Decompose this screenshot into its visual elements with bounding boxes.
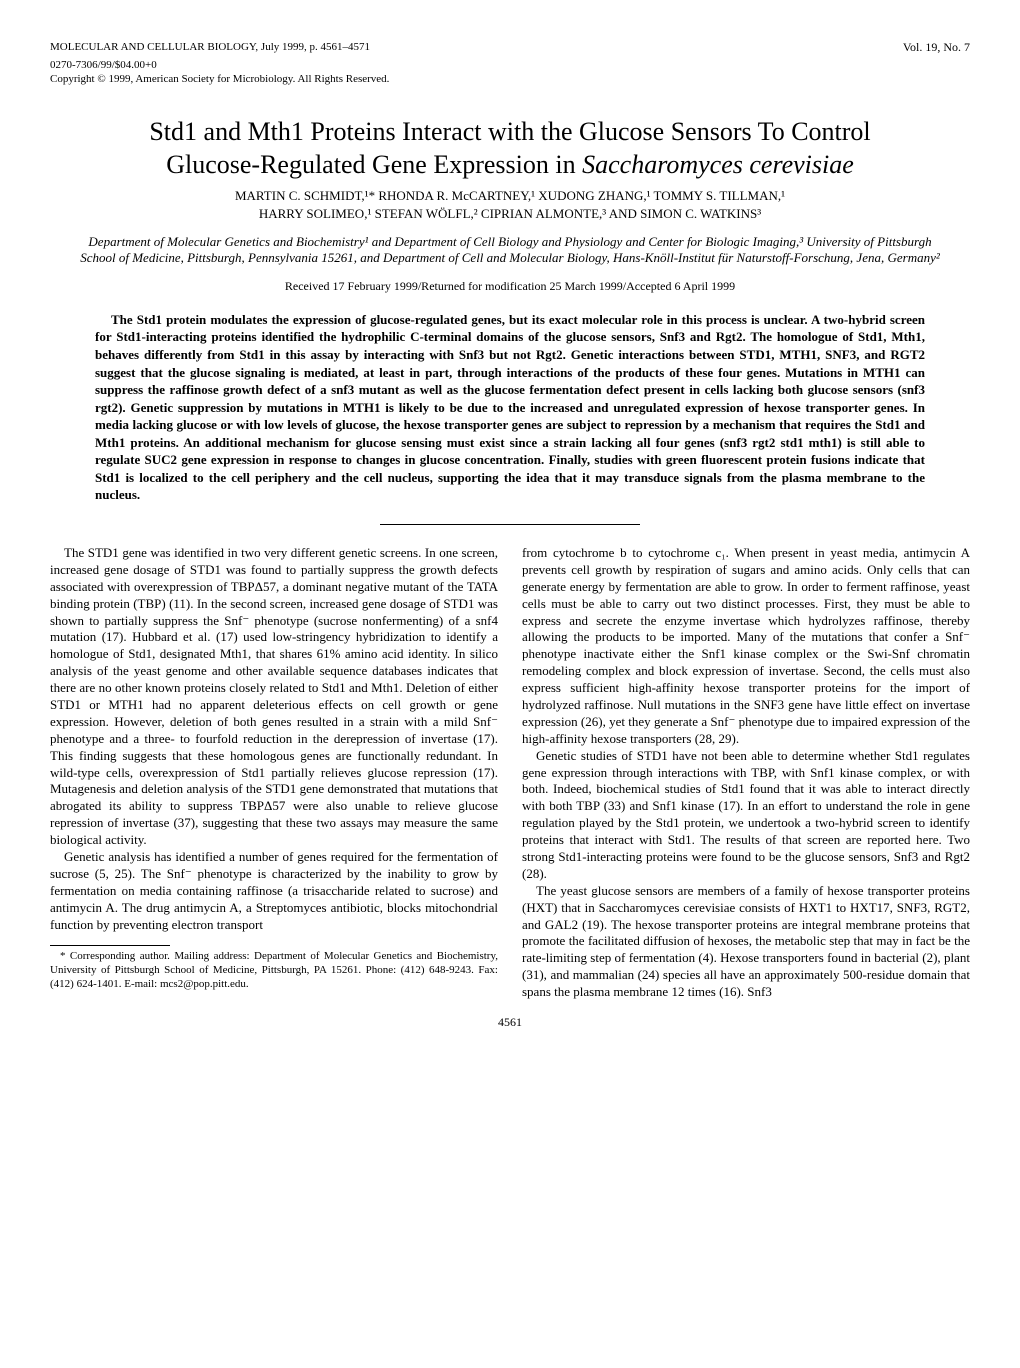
- author-list: MARTIN C. SCHMIDT,¹* RHONDA R. McCARTNEY…: [50, 187, 970, 223]
- footnote-divider: [50, 945, 170, 946]
- col1-para2: Genetic analysis has identified a number…: [50, 849, 498, 933]
- submission-dates: Received 17 February 1999/Returned for m…: [50, 279, 970, 295]
- col2-para1: from cytochrome b to cytochrome c₁. When…: [522, 545, 970, 748]
- article-title: Std1 and Mth1 Proteins Interact with the…: [50, 116, 970, 181]
- col2-para2: Genetic studies of STD1 have not been ab…: [522, 748, 970, 883]
- title-line1: Std1 and Mth1 Proteins Interact with the…: [149, 117, 870, 146]
- col1-para1: The STD1 gene was identified in two very…: [50, 545, 498, 849]
- copyright: Copyright © 1999, American Society for M…: [50, 72, 970, 86]
- journal-header-row-1: MOLECULAR AND CELLULAR BIOLOGY, July 199…: [50, 40, 970, 56]
- authors-line2: HARRY SOLIMEO,¹ STEFAN WÖLFL,² CIPRIAN A…: [259, 206, 761, 221]
- authors-line1: MARTIN C. SCHMIDT,¹* RHONDA R. McCARTNEY…: [235, 188, 785, 203]
- right-column: from cytochrome b to cytochrome c₁. When…: [522, 545, 970, 1001]
- footnote-text: * Corresponding author. Mailing address:…: [50, 950, 498, 991]
- title-species: Saccharomyces cerevisiae: [582, 150, 854, 179]
- abstract: The Std1 protein modulates the expressio…: [95, 311, 925, 504]
- corresponding-author-footnote: * Corresponding author. Mailing address:…: [50, 950, 498, 991]
- journal-name: MOLECULAR AND CELLULAR BIOLOGY, July 199…: [50, 40, 370, 56]
- affiliations: Department of Molecular Genetics and Bio…: [50, 234, 970, 268]
- abstract-text: The Std1 protein modulates the expressio…: [95, 311, 925, 504]
- volume-issue: Vol. 19, No. 7: [903, 40, 970, 56]
- title-line2: Glucose-Regulated Gene Expression in: [166, 150, 582, 179]
- issn: 0270-7306/99/$04.00+0: [50, 58, 970, 72]
- left-column: The STD1 gene was identified in two very…: [50, 545, 498, 1001]
- section-divider: [380, 524, 640, 525]
- col2-para3: The yeast glucose sensors are members of…: [522, 883, 970, 1001]
- body-columns: The STD1 gene was identified in two very…: [50, 545, 970, 1001]
- page-number: 4561: [50, 1015, 970, 1031]
